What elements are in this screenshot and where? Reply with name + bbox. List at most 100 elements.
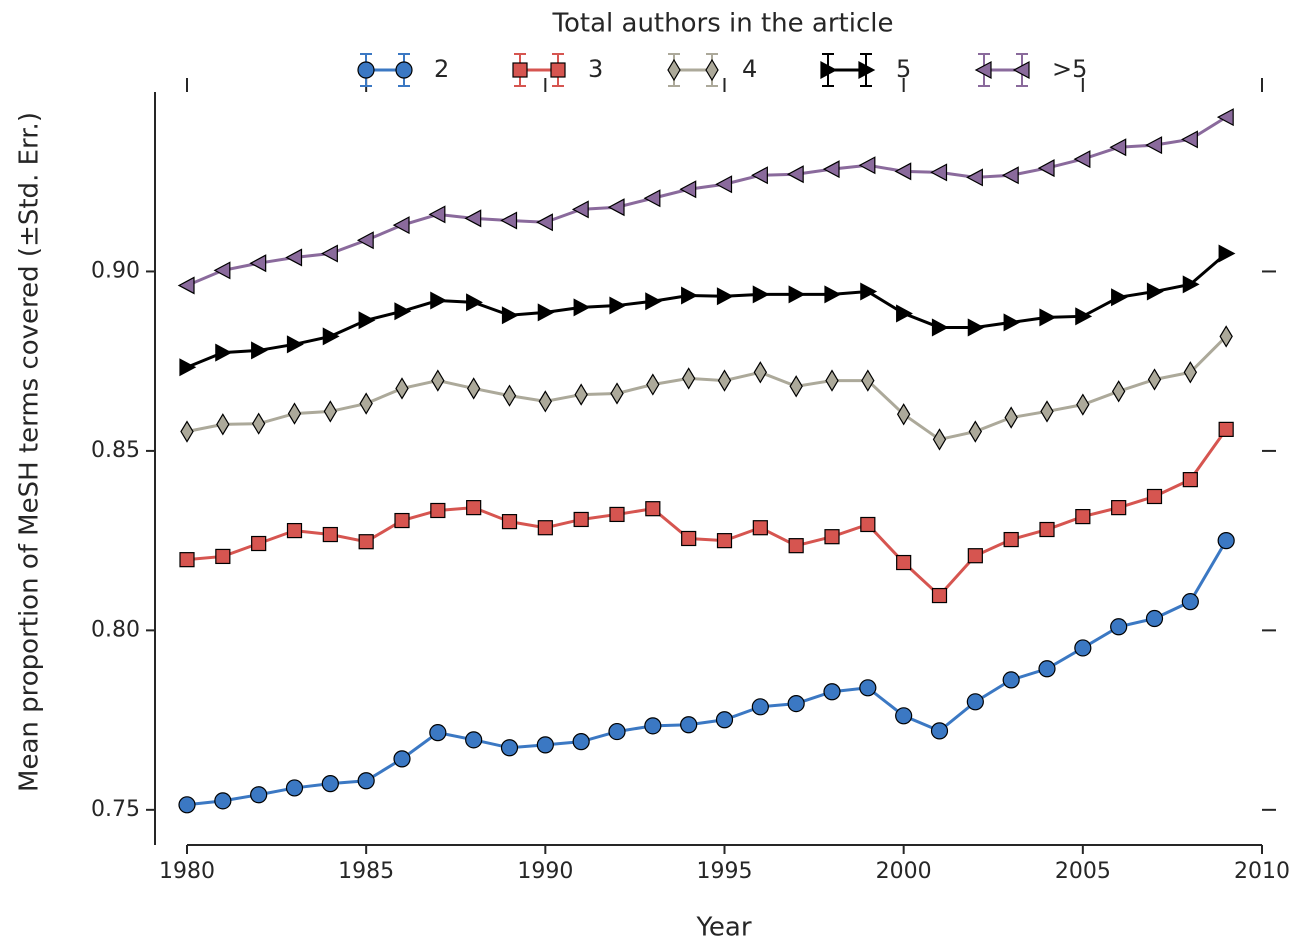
marker — [213, 261, 231, 280]
marker — [287, 402, 302, 425]
marker — [1039, 308, 1057, 327]
marker — [644, 717, 662, 735]
marker — [716, 287, 734, 306]
series-line — [186, 539, 1228, 807]
marker — [1003, 531, 1019, 548]
marker — [822, 160, 840, 179]
marker — [359, 392, 373, 415]
marker — [824, 529, 840, 545]
series-line — [186, 115, 1227, 287]
legend-marker — [974, 61, 992, 79]
marker — [1001, 166, 1019, 185]
marker — [500, 211, 518, 230]
series-line — [186, 335, 1228, 442]
marker — [859, 679, 877, 697]
marker — [1218, 421, 1234, 437]
legend-marker — [705, 58, 719, 82]
marker — [430, 502, 446, 519]
marker — [645, 501, 661, 517]
marker — [537, 520, 553, 536]
marker — [1218, 244, 1236, 263]
marker — [1111, 500, 1127, 516]
x-tick-label: 2010 — [1234, 859, 1290, 884]
marker — [1111, 288, 1128, 307]
marker — [752, 520, 768, 536]
marker — [968, 420, 983, 443]
marker — [285, 779, 304, 797]
marker — [681, 367, 696, 390]
marker — [502, 384, 517, 407]
x-axis-label: Year — [695, 913, 751, 943]
marker — [896, 554, 912, 571]
marker — [930, 722, 949, 740]
marker — [356, 231, 374, 250]
marker — [1181, 130, 1198, 149]
marker — [251, 341, 268, 360]
marker — [574, 383, 588, 406]
legend-marker — [820, 61, 838, 79]
marker — [429, 724, 447, 742]
marker — [286, 522, 303, 539]
x-tick-label: 1990 — [517, 859, 573, 884]
marker — [321, 775, 339, 793]
marker — [609, 506, 625, 523]
marker — [215, 548, 231, 565]
marker — [1183, 361, 1198, 384]
marker — [789, 375, 803, 398]
marker — [788, 538, 804, 554]
marker — [715, 711, 734, 729]
marker — [895, 707, 913, 725]
marker — [431, 369, 445, 392]
legend-marker — [667, 58, 681, 82]
marker — [394, 302, 412, 321]
marker — [322, 327, 340, 346]
marker — [500, 739, 519, 757]
x-tick-label: 2005 — [1055, 859, 1111, 884]
legend-marker — [357, 61, 375, 79]
marker — [323, 400, 338, 423]
marker — [573, 298, 591, 317]
marker — [251, 535, 267, 552]
marker — [861, 369, 875, 392]
marker — [858, 156, 876, 175]
marker — [536, 213, 553, 232]
marker — [357, 772, 375, 790]
marker — [932, 428, 947, 451]
y-tick-label: 0.90 — [91, 258, 140, 283]
marker — [751, 166, 768, 185]
legend-label: >5 — [1052, 55, 1087, 83]
marker — [896, 403, 911, 426]
marker — [251, 412, 266, 435]
legend-label: 2 — [434, 55, 449, 83]
marker — [1146, 282, 1164, 301]
marker — [215, 343, 233, 362]
marker — [428, 205, 446, 224]
marker — [752, 285, 770, 304]
marker — [214, 792, 232, 810]
y-axis-label: Mean proportion of MeSH terms covered (±… — [15, 112, 45, 792]
marker — [501, 514, 518, 530]
marker — [1040, 400, 1054, 423]
marker — [1147, 368, 1162, 391]
marker — [466, 293, 483, 312]
marker — [787, 694, 805, 713]
legend-title: Total authors in the article — [552, 9, 894, 39]
legend-label: 3 — [588, 55, 603, 83]
marker — [1002, 671, 1020, 689]
marker — [1217, 532, 1235, 550]
marker — [966, 693, 984, 711]
marker — [177, 276, 195, 295]
marker — [537, 303, 555, 322]
marker — [930, 163, 948, 182]
marker — [464, 209, 482, 228]
marker — [178, 796, 196, 814]
marker — [681, 530, 697, 547]
marker — [1145, 609, 1164, 628]
marker — [716, 533, 733, 549]
marker — [392, 216, 410, 235]
marker — [1216, 108, 1234, 127]
marker — [179, 552, 195, 568]
marker — [1182, 275, 1200, 294]
marker — [536, 736, 554, 754]
